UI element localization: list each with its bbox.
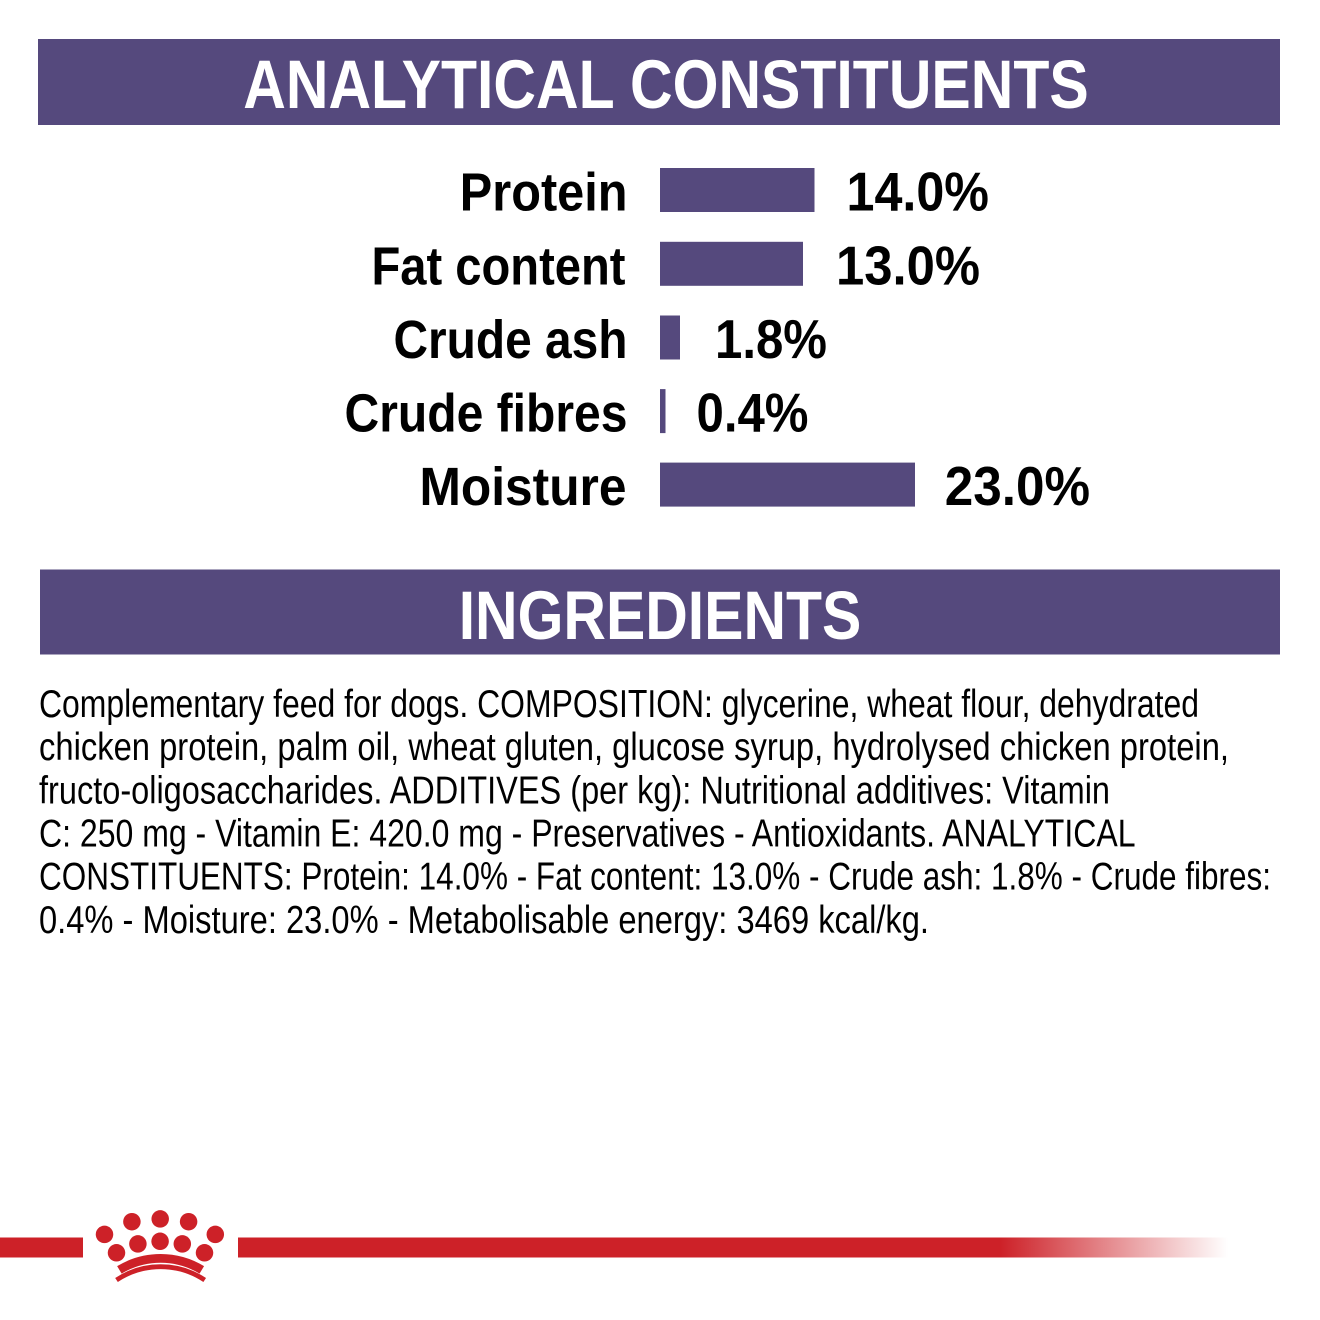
svg-text:Moisture: Moisture: [420, 457, 627, 517]
svg-text:Complementary feed for dogs. C: Complementary feed for dogs. COMPOSITION…: [39, 683, 1199, 726]
svg-text:0.4%: 0.4%: [697, 382, 809, 444]
svg-text:Fat content: Fat content: [372, 236, 626, 296]
svg-text:23.0%: 23.0%: [945, 455, 1090, 517]
svg-text:1.8%: 1.8%: [715, 308, 827, 370]
svg-text:Crude fibres: Crude fibres: [345, 384, 628, 444]
svg-text:C: 250 mg - Vitamin E: 420.0 m: C: 250 mg - Vitamin E: 420.0 mg - Preser…: [39, 813, 1136, 856]
svg-text:ANALYTICAL CONSTITUENTS: ANALYTICAL CONSTITUENTS: [243, 47, 1089, 123]
svg-text:0.4% - Moisture: 23.0% - Metab: 0.4% - Moisture: 23.0% - Metabolisable e…: [39, 899, 929, 942]
svg-text:13.0%: 13.0%: [836, 234, 980, 296]
svg-text:fructo-oligosaccharides. ADDIT: fructo-oligosaccharides. ADDITIVES (per …: [39, 769, 1110, 812]
svg-text:chicken protein, palm oil, whe: chicken protein, palm oil, wheat gluten,…: [39, 726, 1229, 769]
svg-text:CONSTITUENTS: Protein: 14.0% -: CONSTITUENTS: Protein: 14.0% - Fat conte…: [39, 856, 1271, 899]
svg-text:Crude ash: Crude ash: [394, 310, 628, 370]
svg-text:INGREDIENTS: INGREDIENTS: [459, 578, 862, 654]
svg-text:14.0%: 14.0%: [847, 161, 990, 223]
svg-text:Protein: Protein: [460, 163, 628, 223]
